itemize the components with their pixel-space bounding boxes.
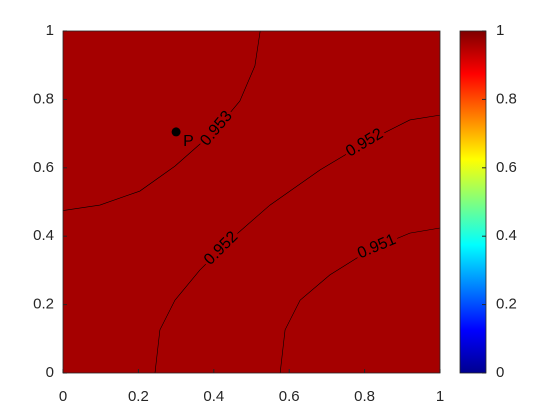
contour-label-bg [199,226,244,271]
colorbar-tick-label: 0.2 [496,296,517,313]
colorbar [459,30,487,374]
point-marker [171,127,181,137]
y-tick-label: 0.6 [33,159,54,176]
colorbar-tick-label: 0.4 [496,227,517,244]
x-tick-label: 0.6 [279,388,300,405]
contour-label-bg [341,124,389,163]
contour-label-bg [195,106,238,152]
contour-line [62,30,261,211]
axes-box [62,30,441,374]
y-tick-label: 0.2 [33,296,54,313]
y-tick-label: 1 [46,22,54,39]
x-tick-label: 0.8 [354,388,375,405]
x-tick-label: 0.4 [203,388,224,405]
y-tick-label: 0 [46,364,54,381]
contour-fill [63,31,440,373]
contour-line [279,227,441,374]
y-tick-label: 0.8 [33,90,54,107]
colorbar-tick-label: 1 [496,22,504,39]
colorbar-tick-label: 0.8 [496,90,517,107]
y-tick-label: 0.4 [33,227,54,244]
colorbar-tick-label: 0.6 [496,159,517,176]
x-tick-label: 1 [436,388,444,405]
x-tick-label: 0.2 [128,388,149,405]
contour-label-bg [353,230,401,264]
point-label: P [183,133,194,150]
x-tick-label: 0 [59,388,67,405]
contour-line [154,114,441,374]
colorbar-tick-label: 0 [496,364,504,381]
